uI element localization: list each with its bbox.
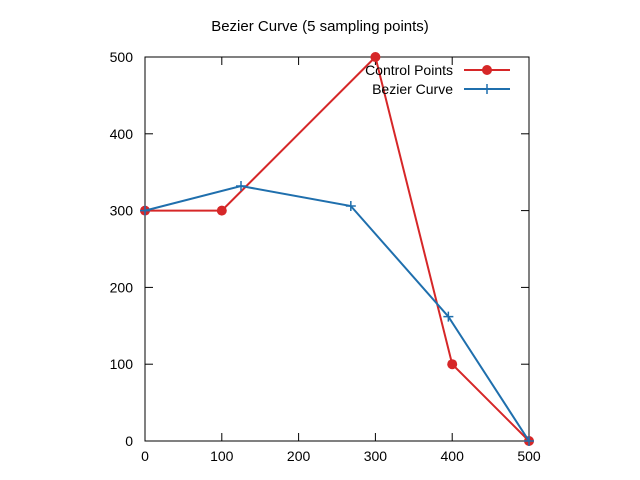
x-tick-label: 100 [210,448,234,464]
data-point [345,200,356,211]
x-tick-label: 300 [364,448,388,464]
y-tick-label: 200 [110,279,134,295]
x-tick-label: 0 [141,448,149,464]
series-0 [140,52,534,446]
y-tick-label: 300 [110,203,134,219]
x-tick-label: 200 [287,448,311,464]
plot-frame [144,56,530,442]
y-tick-label: 0 [125,433,133,449]
data-point [236,181,246,192]
series-line [145,55,530,442]
legend: Control Points Bezier Curve [365,62,510,97]
chart-title: Bezier Curve (5 sampling points) [211,18,429,35]
data-point [370,52,381,62]
data-point [216,205,227,216]
axis-ticks: 0 100 200 300 400 500 0 100 200 300 400 500 [110,49,541,464]
series-line [144,185,530,442]
data-point [443,311,454,322]
y-tick-label: 500 [110,49,134,65]
data-point [524,436,534,446]
y-tick-label: 400 [110,126,134,142]
legend-marker [482,65,492,75]
legend-label: Bezier Curve [372,81,453,97]
x-tick-label: 500 [517,448,541,464]
data-point [140,205,150,216]
legend-marker [482,84,492,94]
x-tick-label: 400 [441,448,465,464]
series-layer [140,52,534,446]
series-1 [140,181,534,446]
data-point [447,359,458,370]
legend-label: Control Points [365,62,453,78]
y-tick-label: 100 [110,356,134,372]
